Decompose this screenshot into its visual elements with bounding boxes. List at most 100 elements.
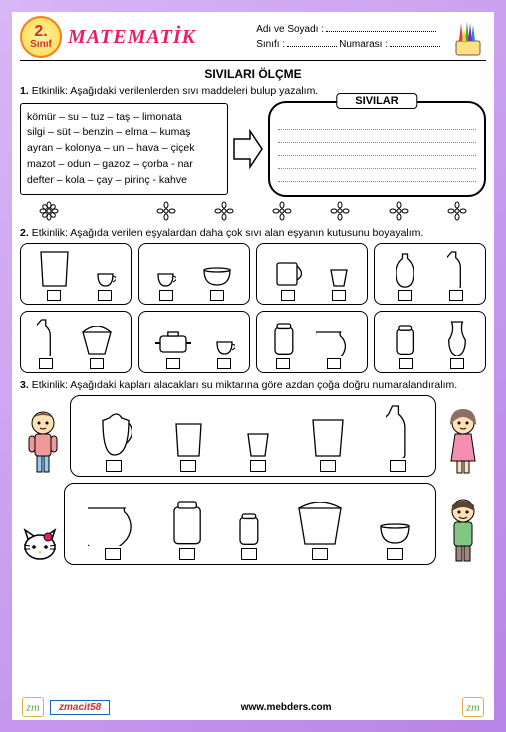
pitcher-icon — [97, 408, 132, 458]
subject-title: MATEMATİK — [68, 26, 196, 49]
bowl-icon — [378, 522, 412, 546]
answer-checkbox[interactable] — [387, 548, 403, 560]
answer-lines[interactable] — [278, 117, 476, 182]
shotglass-icon — [328, 268, 350, 288]
flower-icon — [447, 201, 467, 221]
name-field[interactable] — [326, 22, 436, 32]
arrow-icon — [232, 129, 264, 169]
container-item — [171, 500, 203, 560]
tallbottle-icon — [386, 404, 409, 458]
container-item — [272, 322, 296, 369]
word-line: kömür – su – tuz – taş – limonata — [27, 110, 221, 126]
container-item — [448, 320, 466, 369]
grade-badge: 2. Sınıf — [20, 16, 62, 58]
vase-icon — [448, 320, 466, 356]
activity2-prompt: 2. Etkinlik: Aşağıda verilen eşyalardan … — [20, 227, 486, 239]
bucket-icon — [79, 326, 115, 356]
answer-checkbox[interactable] — [98, 290, 112, 301]
jar-icon — [237, 512, 261, 546]
answer-checkbox[interactable] — [332, 290, 346, 301]
grade-number: 2. — [34, 24, 47, 40]
container-item — [237, 512, 261, 560]
container-item — [447, 250, 464, 301]
pair-cell — [256, 311, 368, 373]
container-item — [79, 326, 115, 369]
container-item — [245, 432, 271, 472]
answer-checkbox[interactable] — [281, 290, 295, 301]
page-title: SIVILARI ÖLÇME — [20, 67, 486, 81]
tallbottle-icon — [447, 250, 464, 288]
mug-icon — [274, 260, 302, 288]
container-item — [396, 252, 414, 301]
answer-checkbox[interactable] — [312, 548, 328, 560]
pot-icon — [153, 330, 193, 356]
shortglass-icon — [245, 432, 271, 458]
pair-cell — [374, 311, 486, 373]
pair-cell — [374, 243, 486, 305]
fishbowl-icon — [316, 328, 352, 356]
answer-checkbox[interactable] — [90, 358, 104, 369]
answer-checkbox[interactable] — [180, 460, 196, 472]
bowl-icon — [201, 266, 233, 288]
answer-box[interactable]: SIVILAR — [268, 101, 486, 197]
activity3-row1 — [20, 395, 486, 477]
answer-checkbox[interactable] — [449, 290, 463, 301]
answer-checkbox[interactable] — [450, 358, 464, 369]
answer-checkbox[interactable] — [250, 460, 266, 472]
fishbowl-icon — [88, 504, 138, 546]
answer-checkbox[interactable] — [276, 358, 290, 369]
answer-checkbox[interactable] — [106, 460, 122, 472]
word-line: mazot – odun – gazoz – çorba - nar — [27, 157, 221, 173]
word-list-box: kömür – su – tuz – taş – limonata silgi … — [20, 103, 228, 196]
container-item — [316, 328, 352, 369]
flower-icon — [214, 201, 234, 221]
child-character-icon — [440, 495, 486, 565]
jar-icon — [394, 324, 416, 356]
answer-checkbox[interactable] — [398, 290, 412, 301]
answer-checkbox[interactable] — [327, 358, 341, 369]
cup-icon — [214, 338, 235, 356]
answer-checkbox[interactable] — [47, 290, 61, 301]
answer-checkbox[interactable] — [210, 290, 224, 301]
container-item — [37, 318, 54, 369]
container-item — [155, 270, 176, 301]
word-line: silgi – süt – benzin – elma – kumaş — [27, 125, 221, 141]
answer-checkbox[interactable] — [39, 358, 53, 369]
container-item — [328, 268, 350, 301]
answer-heading: SIVILAR — [336, 93, 417, 109]
container-item — [378, 522, 412, 560]
roundbottle-icon — [396, 252, 414, 288]
answer-checkbox[interactable] — [166, 358, 180, 369]
answer-checkbox[interactable] — [217, 358, 231, 369]
answer-checkbox[interactable] — [390, 460, 406, 472]
container-item — [214, 338, 235, 369]
flower-icon — [272, 201, 292, 221]
container-item — [153, 330, 193, 369]
number-field[interactable] — [390, 37, 440, 47]
tumbler-icon — [310, 418, 346, 458]
pencils-icon — [450, 17, 486, 57]
answer-checkbox[interactable] — [241, 548, 257, 560]
answer-checkbox[interactable] — [159, 290, 173, 301]
header: 2. Sınıf MATEMATİK Adı ve Soyadı : Sınıf… — [20, 16, 486, 61]
number-label: Numarası : — [339, 39, 388, 50]
footer: zm zmacit58 www.mebders.com zm — [12, 696, 494, 718]
answer-checkbox[interactable] — [105, 548, 121, 560]
container-item — [274, 260, 302, 301]
class-field[interactable] — [287, 37, 337, 47]
author-box: zmacit58 — [50, 700, 110, 715]
jar-icon — [171, 500, 203, 546]
answer-checkbox[interactable] — [320, 460, 336, 472]
logo-icon: zm — [22, 697, 44, 717]
pairs-grid — [20, 243, 486, 373]
answer-checkbox[interactable] — [179, 548, 195, 560]
cup-icon — [155, 270, 176, 288]
flower-divider — [20, 201, 486, 221]
student-info: Adı ve Soyadı : Sınıfı : Numarası : — [256, 22, 440, 52]
activity1: kömür – su – tuz – taş – limonata silgi … — [20, 101, 486, 197]
bucket-icon — [295, 502, 345, 546]
grade-label: Sınıf — [30, 40, 52, 50]
tallglass-icon — [37, 250, 72, 288]
container-item — [201, 266, 233, 301]
answer-checkbox[interactable] — [399, 358, 413, 369]
